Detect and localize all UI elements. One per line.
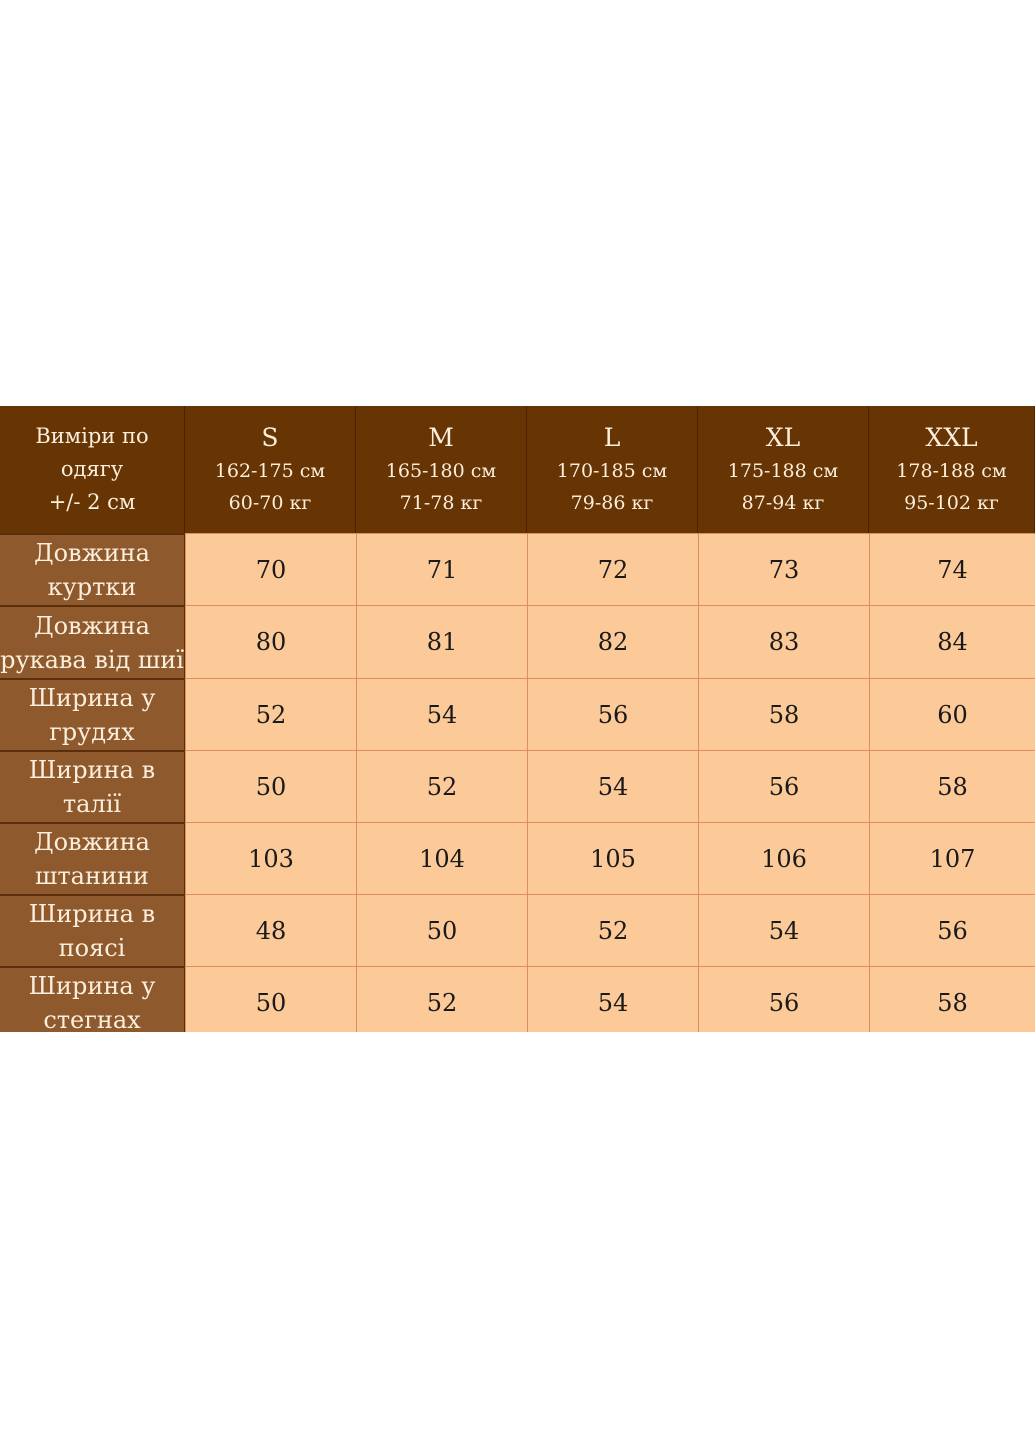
row-label-line: Ширина в xyxy=(28,900,156,928)
table-cell: 54 xyxy=(698,894,869,966)
size-header-xxl: XXL 178-188 см 95-102 кг xyxy=(869,406,1035,533)
header-corner-line: одягу xyxy=(60,457,124,481)
table-cell: 56 xyxy=(698,966,869,1032)
size-header-l: L 170-185 см 79-86 кг xyxy=(527,406,698,533)
size-label: L xyxy=(603,422,621,452)
size-label: M xyxy=(428,422,454,452)
table-cell: 50 xyxy=(185,966,356,1032)
header-corner-cell: Виміри по одягу +/- 2 см xyxy=(0,406,185,533)
row-label-line: куртки xyxy=(47,573,137,601)
row-label: Ширина у стегнах xyxy=(0,966,185,1032)
row-label-line: рукава від шиї xyxy=(0,645,184,674)
size-label: XL xyxy=(765,422,801,452)
row-label-line: Довжина xyxy=(34,828,150,856)
size-weight: 79-86 кг xyxy=(570,491,654,514)
table-cell: 82 xyxy=(527,605,698,678)
table-cell: 72 xyxy=(527,533,698,605)
size-height: 162-175 см xyxy=(214,459,326,482)
table-cell: 104 xyxy=(356,822,527,894)
table-cell: 56 xyxy=(698,750,869,822)
table-cell: 56 xyxy=(869,894,1035,966)
size-chart-table: Виміри по одягу +/- 2 см S 162-175 см 60-70 к… xyxy=(0,406,1035,1032)
table-cell: 48 xyxy=(185,894,356,966)
row-label: Довжина рукава від шиї xyxy=(0,605,185,678)
size-label: S xyxy=(261,422,279,452)
table-cell: 58 xyxy=(869,750,1035,822)
row-label-line: Ширина у xyxy=(28,684,156,712)
size-weight: 87-94 кг xyxy=(741,491,825,514)
size-height: 178-188 см xyxy=(896,459,1007,482)
table-cell: 107 xyxy=(869,822,1035,894)
table-cell: 50 xyxy=(185,750,356,822)
header-corner-line: Виміри по xyxy=(35,424,149,448)
size-label: XXL xyxy=(925,422,978,452)
table-cell: 81 xyxy=(356,605,527,678)
table-cell: 56 xyxy=(527,678,698,750)
size-weight: 71-78 кг xyxy=(399,491,483,514)
row-label-line: Ширина у xyxy=(28,972,156,1000)
table-cell: 106 xyxy=(698,822,869,894)
size-height: 170-185 см xyxy=(556,459,668,482)
table-cell: 52 xyxy=(356,750,527,822)
table-cell: 70 xyxy=(185,533,356,605)
size-header-m: M 165-180 см 71-78 кг xyxy=(356,406,527,533)
row-label-line: грудях xyxy=(49,718,135,746)
row-label-line: штанини xyxy=(35,862,149,890)
row-label: Довжина куртки xyxy=(0,533,185,605)
row-label-line: стегнах xyxy=(43,1006,141,1032)
table-cell: 84 xyxy=(869,605,1035,678)
table-cell: 73 xyxy=(698,533,869,605)
table-cell: 71 xyxy=(356,533,527,605)
table-cell: 103 xyxy=(185,822,356,894)
row-label-line: талії xyxy=(62,790,122,818)
table-cell: 80 xyxy=(185,605,356,678)
header-corner-line: +/- 2 см xyxy=(48,490,136,514)
size-height: 175-188 см xyxy=(727,459,839,482)
row-label-line: Ширина в xyxy=(28,756,156,784)
table-cell: 54 xyxy=(356,678,527,750)
size-weight: 95-102 кг xyxy=(904,491,999,514)
table-cell: 52 xyxy=(185,678,356,750)
size-header-xl: XL 175-188 см 87-94 кг xyxy=(698,406,869,533)
table-cell: 54 xyxy=(527,966,698,1032)
table-cell: 74 xyxy=(869,533,1035,605)
row-label: Ширина у грудях xyxy=(0,678,185,750)
size-weight: 60-70 кг xyxy=(228,491,312,514)
table-cell: 60 xyxy=(869,678,1035,750)
table-cell: 54 xyxy=(527,750,698,822)
row-label-line: Довжина xyxy=(34,539,150,567)
table-cell: 83 xyxy=(698,605,869,678)
size-header-s: S 162-175 см 60-70 кг xyxy=(185,406,356,533)
size-height: 165-180 см xyxy=(385,459,497,482)
row-label-line: Довжина xyxy=(34,611,150,640)
table-cell: 105 xyxy=(527,822,698,894)
table-cell: 58 xyxy=(869,966,1035,1032)
table-cell: 52 xyxy=(356,966,527,1032)
table-cell: 52 xyxy=(527,894,698,966)
row-label: Ширина в поясі xyxy=(0,894,185,966)
table-cell: 58 xyxy=(698,678,869,750)
row-label: Ширина в талії xyxy=(0,750,185,822)
table-cell: 50 xyxy=(356,894,527,966)
row-label-line: поясі xyxy=(58,934,126,962)
row-label: Довжина штанини xyxy=(0,822,185,894)
